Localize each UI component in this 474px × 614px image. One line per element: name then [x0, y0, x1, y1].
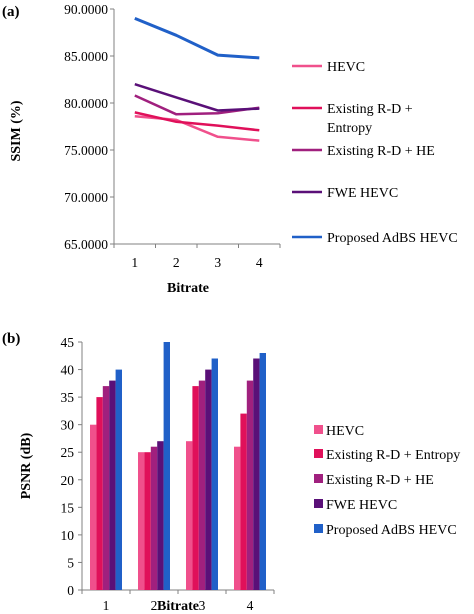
- ssim-legend-label: Existing R-D + HE: [327, 144, 435, 159]
- psnr-x-axis-title: Bitrate: [157, 599, 199, 614]
- psnr-legend-swatch: [314, 449, 323, 458]
- ssim-y-tick-label: 70.0000: [64, 190, 108, 205]
- psnr-y-axis-title: PSNR (dB): [19, 432, 34, 499]
- panel-a-label: (a): [2, 4, 20, 20]
- ssim-y-tick-label: 80.0000: [64, 96, 108, 111]
- psnr-bar: [246, 380, 254, 590]
- psnr-x-tick-label: 2: [151, 598, 158, 613]
- psnr-bar: [192, 386, 199, 590]
- psnr-bar: [109, 380, 116, 590]
- psnr-bar: [157, 441, 164, 590]
- psnr-bar: [253, 358, 260, 590]
- psnr-chart: (b) PSNR (dB) Bitrate 0 5 10 15 20 25 30 35 40 45…: [2, 331, 460, 614]
- ssim-legend-label: Existing R-D + Entropy: [327, 102, 413, 136]
- ssim-legend-label: FWE HEVC: [327, 186, 398, 201]
- psnr-bar: [205, 369, 212, 590]
- ssim-x-tick-label: 1: [131, 255, 138, 270]
- ssim-x-tick-label: 2: [173, 255, 180, 270]
- ssim-series-line: [134, 17, 260, 60]
- psnr-bar: [234, 446, 241, 590]
- psnr-legend-label: HEVC: [326, 424, 364, 439]
- ssim-y-tick-label: 75.0000: [64, 143, 108, 158]
- ssim-y-axis-title: SSIM (%): [9, 100, 24, 161]
- ssim-y-tick-label: 85.0000: [64, 49, 108, 64]
- ssim-x-axis-title: Bitrate: [167, 281, 209, 296]
- ssim-x-tick-label: 4: [256, 255, 263, 270]
- psnr-y-tick-label: 5: [67, 555, 74, 570]
- psnr-bar: [102, 386, 110, 590]
- ssim-legend: HEVC Existing R-D + Entropy Existing R-D + …: [292, 60, 458, 246]
- psnr-y-tick-label: 10: [61, 528, 75, 543]
- psnr-bar: [163, 342, 170, 590]
- ssim-axes: [110, 8, 281, 248]
- psnr-bar: [96, 397, 103, 590]
- psnr-bar: [90, 424, 97, 590]
- psnr-y-tick-label: 35: [61, 390, 75, 405]
- psnr-bar: [240, 413, 247, 590]
- psnr-bar: [198, 380, 206, 590]
- psnr-y-tick-label: 30: [61, 418, 75, 433]
- psnr-bar: [150, 446, 158, 590]
- psnr-y-tick-label: 0: [67, 583, 74, 598]
- ssim-chart: (a) SSIM (%) Bitrate 65.0000 70.0000 75.00…: [2, 2, 458, 296]
- psnr-legend-label: Existing R-D + HE: [326, 473, 434, 488]
- psnr-tick-labels: 0 5 10 15 20 25 30 35 40 45 1 2 3 4: [61, 335, 254, 613]
- ssim-x-tick-label: 3: [214, 255, 221, 270]
- psnr-legend-swatch: [314, 499, 323, 508]
- ssim-y-tick-label: 90.0000: [64, 2, 108, 17]
- psnr-bar: [211, 358, 218, 590]
- psnr-y-tick-label: 25: [61, 445, 75, 460]
- psnr-legend-swatch: [314, 524, 323, 533]
- psnr-x-tick-label: 3: [199, 598, 206, 613]
- psnr-bar: [115, 369, 122, 590]
- psnr-bar: [138, 452, 145, 590]
- ssim-series-lines: [134, 17, 260, 142]
- psnr-y-tick-label: 15: [61, 500, 75, 515]
- ssim-tick-labels: 65.0000 70.0000 75.0000 80.0000 85.0000 90.00…: [64, 2, 263, 270]
- psnr-legend: HEVC Existing R-D + Entropy Existing R-D +…: [314, 424, 460, 538]
- psnr-legend-label: Existing R-D + Entropy: [326, 448, 460, 463]
- psnr-x-tick-label: 1: [103, 598, 110, 613]
- panel-b-label: (b): [2, 331, 20, 347]
- ssim-legend-label: HEVC: [327, 60, 365, 75]
- ssim-legend-label: Proposed AdBS HEVC: [327, 231, 458, 246]
- ssim-series-line: [134, 83, 260, 112]
- psnr-bar: [144, 452, 151, 590]
- psnr-y-tick-label: 40: [61, 363, 75, 378]
- psnr-legend-label: Proposed AdBS HEVC: [326, 523, 457, 538]
- psnr-bar: [259, 353, 266, 590]
- psnr-bars: [90, 342, 266, 590]
- ssim-y-tick-label: 65.0000: [64, 237, 108, 252]
- psnr-y-tick-label: 20: [61, 473, 75, 488]
- psnr-x-tick-label: 4: [247, 598, 254, 613]
- psnr-y-tick-label: 45: [61, 335, 75, 350]
- psnr-legend-swatch: [314, 474, 323, 483]
- psnr-legend-label: FWE HEVC: [326, 498, 397, 513]
- psnr-bar: [186, 441, 193, 590]
- psnr-legend-swatch: [314, 425, 323, 434]
- ssim-series-line: [134, 111, 260, 132]
